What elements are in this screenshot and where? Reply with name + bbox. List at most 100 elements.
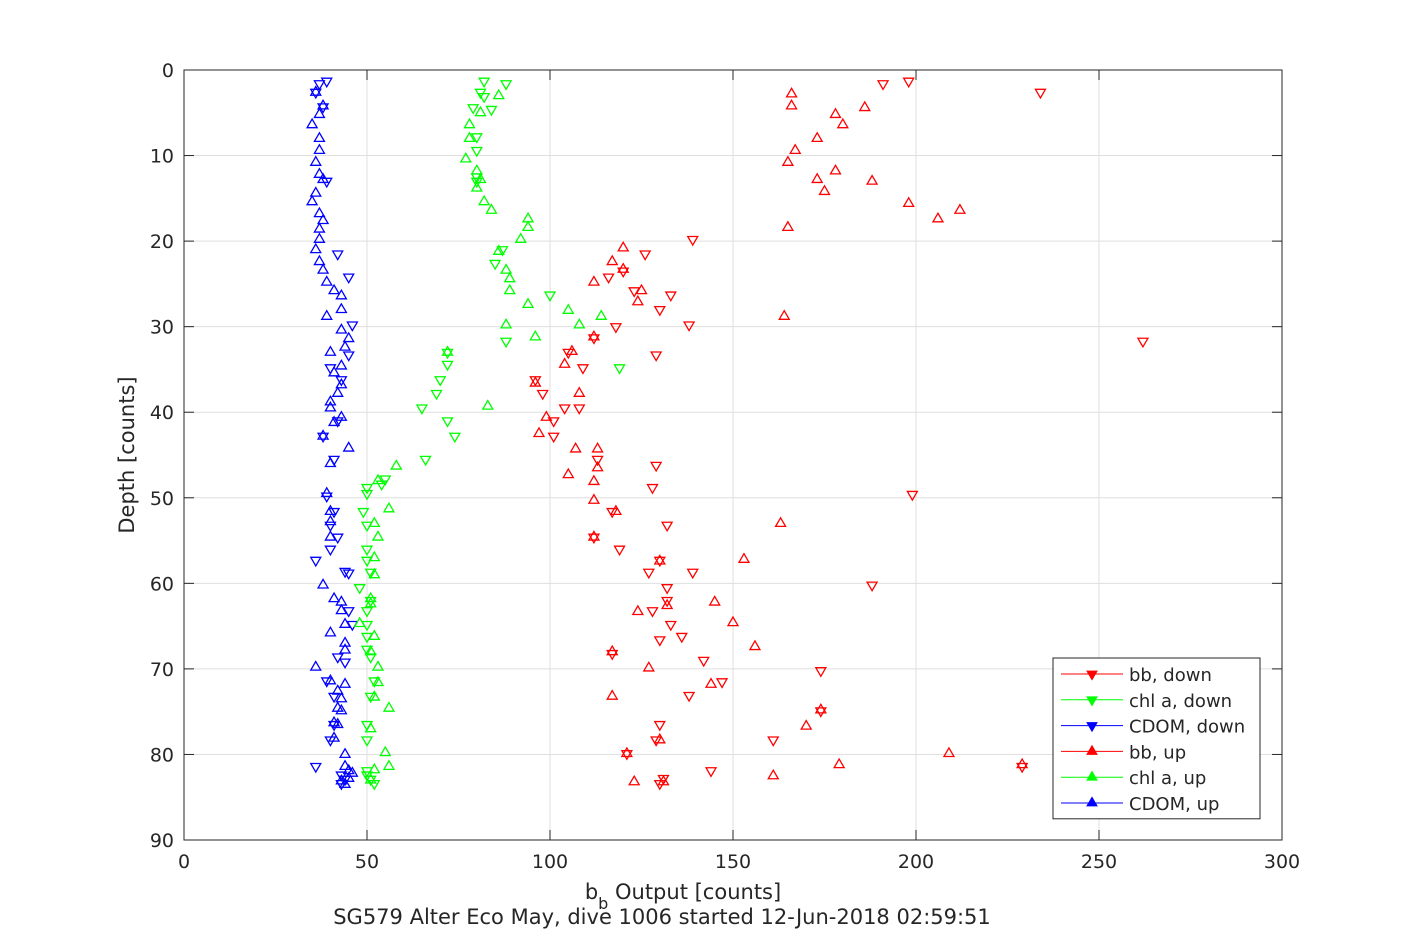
data-point [811, 172, 824, 184]
data-point [335, 779, 348, 791]
data-point [613, 364, 626, 375]
legend-marker [1086, 744, 1098, 755]
data-point [470, 146, 483, 158]
data-point [342, 441, 355, 452]
data-point [587, 493, 601, 504]
data-point [470, 163, 483, 175]
data-point [316, 103, 330, 114]
data-point [313, 232, 326, 243]
data-point [591, 455, 604, 467]
data-point [865, 581, 879, 593]
data-point [547, 417, 560, 428]
data-point [327, 365, 341, 377]
data-point [876, 80, 890, 91]
data-point [327, 692, 341, 704]
data-point [675, 632, 688, 644]
data-point [499, 80, 513, 91]
data-point [650, 736, 663, 747]
data-point [587, 275, 601, 286]
data-point [335, 359, 348, 370]
y-tick-label: 40 [150, 402, 174, 424]
data-point [346, 321, 359, 332]
data-point [606, 507, 619, 519]
legend-label: bb, up [1129, 742, 1186, 763]
data-point [320, 77, 333, 89]
data-point [360, 556, 374, 568]
data-point [331, 717, 344, 729]
data-point [818, 184, 831, 196]
legend-marker [1086, 696, 1098, 707]
data-point [781, 220, 795, 231]
data-point [587, 530, 601, 541]
data-point [364, 596, 377, 608]
data-point [379, 475, 392, 486]
data-point [660, 596, 674, 608]
data-point [785, 98, 798, 110]
legend-marker [1086, 770, 1098, 781]
data-point [335, 288, 348, 300]
data-point [309, 762, 322, 774]
series-5 [305, 85, 359, 788]
data-point [379, 745, 392, 757]
legend-marker [1086, 722, 1098, 733]
data-point [865, 174, 879, 185]
data-point [558, 404, 571, 415]
data-point [686, 568, 699, 580]
data-point [488, 259, 502, 271]
legend-label: bb, down [1129, 665, 1212, 686]
data-point [646, 607, 659, 618]
data-point [602, 273, 615, 285]
data-point [309, 242, 322, 254]
data-point [338, 777, 352, 788]
data-point [587, 474, 601, 486]
x-tick-label: 150 [715, 851, 751, 873]
y-tick-label: 30 [150, 317, 174, 339]
data-point [646, 483, 659, 495]
data-point [342, 351, 355, 362]
data-point [335, 703, 348, 715]
y-tick-label: 20 [150, 231, 174, 253]
data-point [609, 504, 623, 516]
data-point [814, 702, 827, 714]
data-point [631, 294, 644, 306]
data-point [931, 211, 945, 223]
data-point [573, 404, 586, 415]
data-point [774, 516, 787, 528]
data-point [313, 107, 326, 119]
data-point [682, 321, 696, 332]
data-point [613, 545, 626, 557]
data-point [360, 489, 374, 501]
data-point [628, 774, 641, 786]
data-point [836, 117, 849, 129]
data-point [309, 556, 322, 568]
y-tick-label: 70 [150, 659, 174, 681]
data-point [664, 620, 677, 632]
data-point [335, 410, 348, 421]
data-point [338, 636, 352, 647]
data-point [606, 689, 619, 700]
data-point [953, 203, 967, 214]
data-point [499, 263, 513, 274]
data-point [653, 556, 666, 568]
data-point [324, 504, 337, 516]
data-point [316, 172, 330, 184]
data-point [324, 456, 337, 468]
data-point [477, 194, 491, 206]
data-point [335, 691, 348, 703]
data-point [653, 720, 666, 732]
data-point [316, 578, 330, 589]
data-point [521, 297, 535, 308]
data-point [532, 426, 546, 438]
data-point [569, 442, 582, 453]
data-point [316, 429, 330, 440]
x-tick-label: 100 [532, 851, 568, 873]
data-point [360, 607, 374, 618]
data-point [364, 721, 377, 733]
legend-label: chl a, up [1129, 768, 1206, 789]
data-point [833, 757, 846, 769]
data-point [748, 639, 762, 651]
y-tick-label: 50 [150, 488, 174, 510]
data-point [382, 501, 396, 513]
